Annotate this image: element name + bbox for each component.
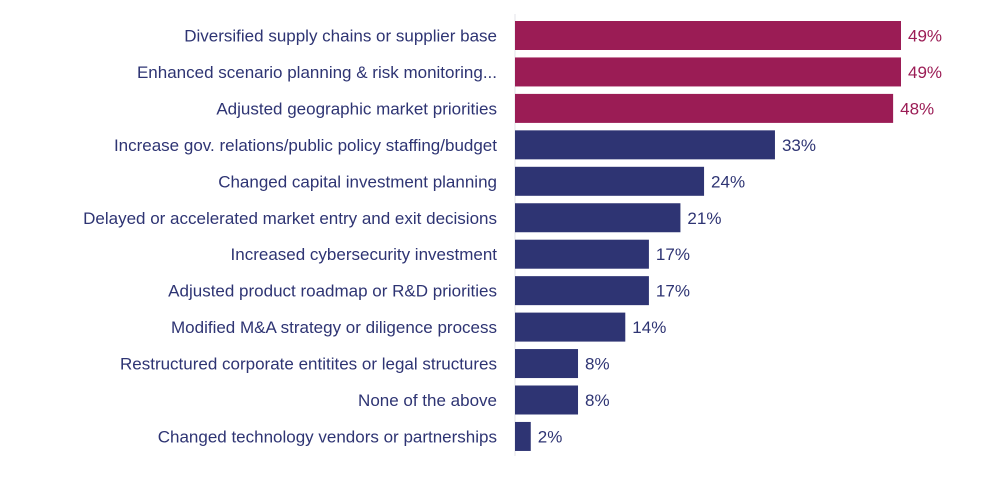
data-label: 8% — [585, 355, 610, 374]
category-label: Modified M&A strategy or diligence proce… — [171, 318, 497, 337]
bar — [515, 312, 626, 342]
data-label: 8% — [585, 391, 610, 410]
category-label: Increased cybersecurity investment — [231, 245, 498, 264]
category-label: None of the above — [358, 391, 497, 410]
category-label: Increase gov. relations/public policy st… — [114, 136, 497, 155]
category-label: Delayed or accelerated market entry and … — [83, 209, 497, 228]
bar — [515, 276, 649, 306]
data-label: 21% — [687, 209, 721, 228]
bar — [515, 93, 894, 123]
data-label: 17% — [656, 282, 690, 301]
bar — [515, 421, 531, 451]
category-label: Adjusted geographic market priorities — [216, 99, 497, 118]
category-label: Changed capital investment planning — [218, 172, 497, 191]
data-label: 14% — [632, 318, 666, 337]
data-label: 49% — [908, 63, 942, 82]
data-label: 48% — [900, 99, 934, 118]
data-label: 2% — [538, 427, 563, 446]
category-label: Enhanced scenario planning & risk monito… — [137, 63, 497, 82]
bar — [515, 166, 705, 196]
category-label: Diversified supply chains or supplier ba… — [184, 27, 497, 46]
data-label: 49% — [908, 27, 942, 46]
data-label: 17% — [656, 245, 690, 264]
data-label: 24% — [711, 172, 745, 191]
bar — [515, 385, 579, 415]
category-label: Adjusted product roadmap or R&D prioriti… — [168, 282, 497, 301]
bar — [515, 349, 579, 379]
bar — [515, 130, 775, 160]
data-label: 33% — [782, 136, 816, 155]
bar — [515, 57, 901, 87]
bar — [515, 239, 649, 269]
category-label: Restructured corporate entitites or lega… — [120, 355, 497, 374]
bar — [515, 21, 901, 50]
category-label: Changed technology vendors or partnershi… — [158, 427, 497, 446]
bar — [515, 203, 681, 233]
